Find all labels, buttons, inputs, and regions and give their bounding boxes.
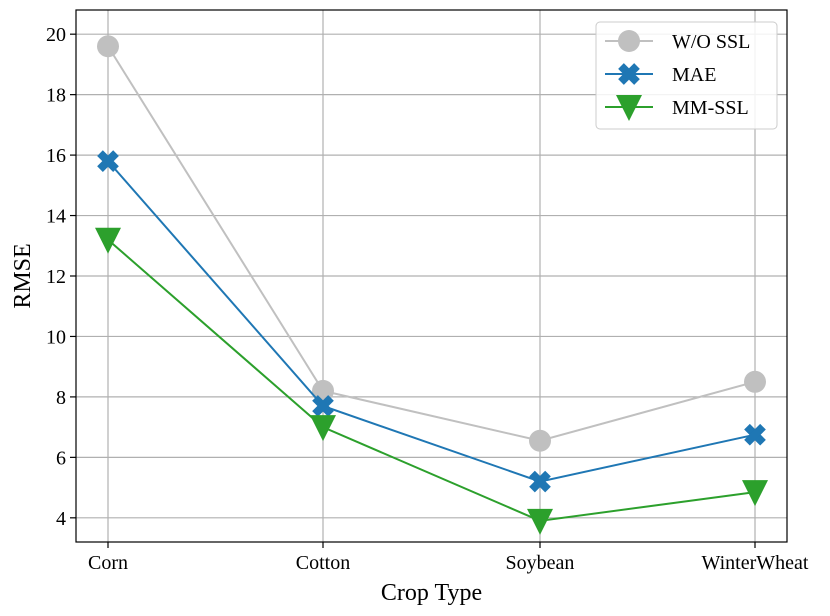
x-tick-label: Soybean (506, 552, 575, 574)
y-tick-label: 10 (46, 326, 66, 348)
data-point (529, 429, 551, 452)
y-tick-label: 18 (46, 85, 66, 107)
x-axis-label: Crop Type (381, 580, 482, 606)
x-tick-label: Cotton (296, 552, 350, 574)
series-1 (97, 150, 766, 493)
x-tick-label: WinterWheat (702, 552, 809, 574)
series-line (107, 238, 756, 522)
data-point (742, 480, 768, 507)
legend-label: W/O SSL (672, 31, 750, 53)
x-tick-label: Corn (88, 552, 128, 574)
data-point (529, 470, 551, 493)
y-tick-label: 16 (46, 145, 66, 167)
series-2 (95, 227, 768, 535)
data-point (95, 227, 121, 254)
series-line (107, 160, 756, 483)
data-point (744, 423, 766, 446)
legend-marker (616, 95, 642, 121)
legend-box (595, 21, 778, 130)
series-line (107, 45, 756, 442)
data-point (744, 370, 766, 393)
y-tick-label: 12 (46, 266, 66, 288)
ticks: Corn Cotton Soybean WinterWheat 4 6 8 10 12 14 16 1… (46, 24, 809, 574)
y-tick-label: 8 (56, 387, 66, 409)
data-point (312, 395, 334, 417)
legend-marker (618, 63, 640, 85)
legend-marker (618, 30, 640, 52)
y-tick-label: 6 (56, 447, 66, 469)
y-tick-label: 20 (46, 24, 66, 46)
series-layer (95, 35, 768, 535)
data-point (97, 150, 119, 172)
y-tick-label: 14 (46, 206, 66, 228)
y-tick-label: 4 (56, 508, 66, 530)
legend: W/O SSL MAE MM-SSL (595, 21, 778, 130)
data-point (527, 508, 553, 535)
data-point (310, 415, 336, 442)
series-0 (97, 35, 766, 452)
y-axis-label: RMSE (10, 243, 36, 308)
data-point (97, 35, 119, 58)
legend-label: MM-SSL (672, 97, 749, 119)
legend-label: MAE (672, 64, 716, 86)
